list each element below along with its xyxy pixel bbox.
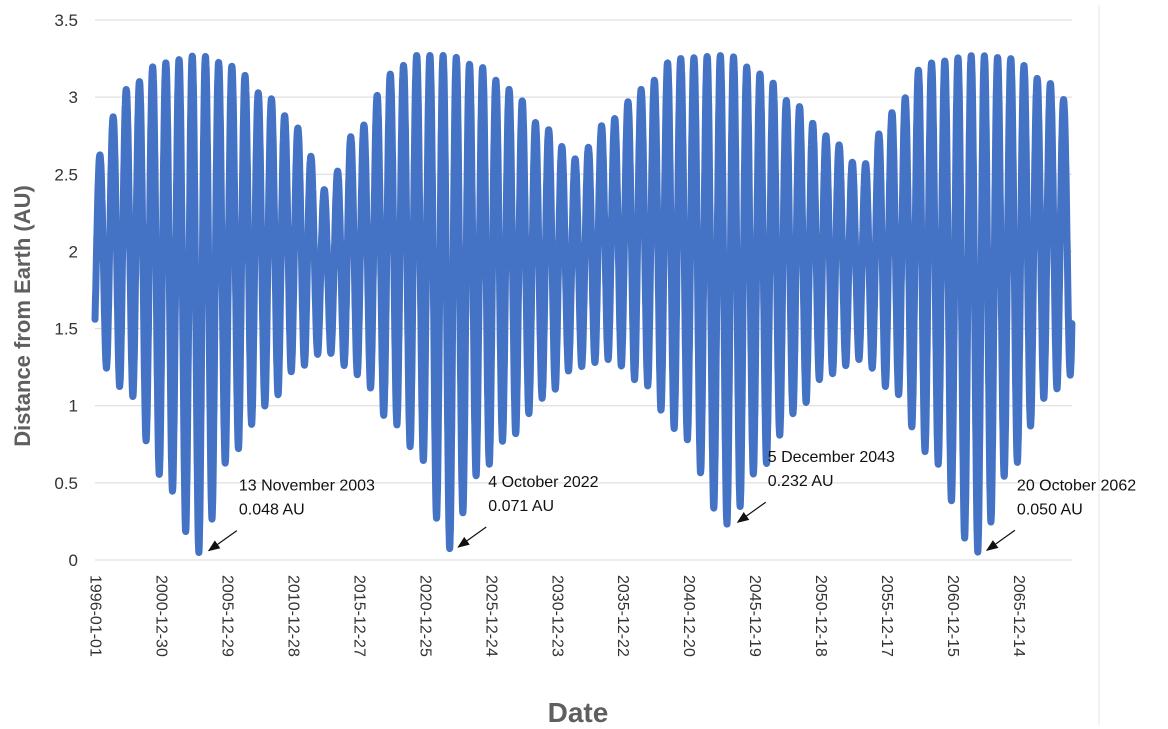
y-tick-label: 3.5 bbox=[54, 11, 78, 30]
y-tick-label: 3 bbox=[69, 88, 78, 107]
annotation: 20 October 2062 0.050 AU bbox=[985, 477, 1136, 551]
x-tick-labels: 1996-01-01 2000-12-30 2005-12-29 2010-12-28… bbox=[87, 575, 1028, 657]
annotation-arrow bbox=[736, 501, 767, 523]
x-tick-label: 2035-12-22 bbox=[614, 575, 631, 657]
y-tick-label: 2 bbox=[69, 242, 78, 261]
annotation-arrow bbox=[985, 529, 1016, 551]
x-tick-label: 1996-01-01 bbox=[87, 575, 104, 657]
y-axis-title: Distance from Earth (AU) bbox=[10, 185, 35, 447]
x-tick-label: 2050-12-18 bbox=[812, 575, 829, 657]
x-tick-label: 2025-12-24 bbox=[482, 575, 499, 657]
annotation-distance: 0.048 AU bbox=[239, 502, 305, 519]
distance-series bbox=[91, 52, 1076, 556]
x-tick-label: 2060-12-15 bbox=[944, 575, 961, 657]
annotation: 5 December 2043 0.232 AU bbox=[736, 449, 895, 523]
distance-line bbox=[91, 52, 1076, 556]
x-tick-label: 2030-12-23 bbox=[548, 575, 565, 657]
y-tick-label: 2.5 bbox=[54, 165, 78, 184]
x-tick-label: 2020-12-25 bbox=[416, 575, 433, 657]
annotation-distance: 0.232 AU bbox=[768, 473, 834, 490]
x-tick-label: 2010-12-28 bbox=[284, 575, 301, 657]
x-tick-label: 2045-12-19 bbox=[746, 575, 763, 657]
y-tick-label: 1 bbox=[69, 397, 78, 416]
annotation-distance: 0.050 AU bbox=[1017, 501, 1083, 518]
x-tick-label: 2055-12-17 bbox=[878, 575, 895, 657]
x-tick-label: 2000-12-30 bbox=[152, 575, 169, 657]
y-tick-label: 0 bbox=[69, 551, 78, 570]
annotation-arrow bbox=[457, 526, 487, 548]
annotation-date: 4 October 2022 bbox=[488, 474, 598, 491]
y-tick-labels: 0 0.5 1 1.5 2 2.5 3 3.5 bbox=[54, 11, 78, 570]
x-axis-title: Date bbox=[548, 697, 609, 728]
annotations: 13 November 2003 0.048 AU 4 October 2022 0.… bbox=[207, 449, 1136, 552]
annotation-distance: 0.071 AU bbox=[488, 498, 554, 515]
annotation-date: 20 October 2062 bbox=[1017, 477, 1136, 494]
annotation: 4 October 2022 0.071 AU bbox=[457, 474, 599, 548]
x-tick-label: 2065-12-14 bbox=[1010, 575, 1027, 657]
y-tick-label: 0.5 bbox=[54, 474, 78, 493]
x-tick-label: 2015-12-27 bbox=[350, 575, 367, 657]
annotation-date: 5 December 2043 bbox=[768, 449, 895, 466]
annotation-date: 13 November 2003 bbox=[239, 478, 375, 495]
annotation-arrow bbox=[207, 530, 238, 552]
annotation: 13 November 2003 0.048 AU bbox=[207, 478, 375, 552]
x-tick-label: 2040-12-20 bbox=[680, 575, 697, 657]
x-tick-label: 2005-12-29 bbox=[218, 575, 235, 657]
y-tick-label: 1.5 bbox=[54, 320, 78, 339]
